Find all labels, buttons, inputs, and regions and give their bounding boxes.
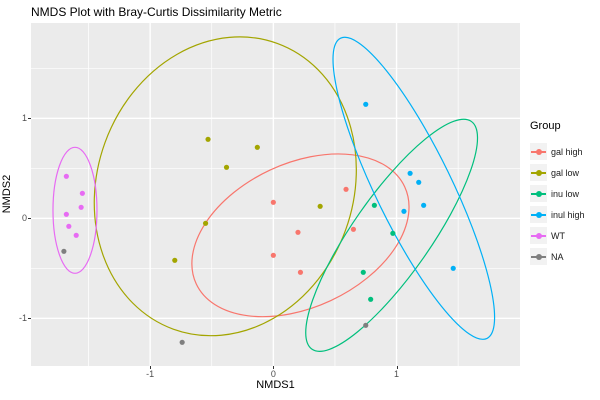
data-point-gal-low [202, 220, 209, 226]
x-tick-label: 0 [270, 369, 276, 379]
data-point-gal-low [254, 144, 260, 150]
x-tick-mark [396, 366, 398, 369]
legend-entry: inu low [526, 183, 600, 204]
data-point-WT [63, 173, 69, 179]
plot-panel [31, 23, 520, 366]
legend-key-dot [535, 148, 542, 155]
legend: Group gal high gal low inu low inul high WT N… [526, 120, 600, 267]
data-point-inu-low [390, 230, 396, 236]
plot-canvas [31, 23, 520, 366]
data-point-gal-high [350, 226, 357, 232]
legend-label: WT [551, 230, 565, 241]
y-tick-mark [28, 218, 31, 220]
legend-key-dot [535, 190, 542, 197]
data-point-gal-high [343, 186, 349, 192]
confidence-ellipse-gal-high [191, 153, 410, 318]
data-point-WT [73, 232, 79, 238]
panel-background [31, 23, 520, 366]
legend-label: NA [551, 251, 564, 262]
data-point-gal-low [223, 164, 230, 170]
legend-entry: gal high [526, 141, 600, 162]
x-tick-label: -1 [146, 369, 155, 379]
legend-entries: gal high gal low inu low inul high WT NA [526, 141, 600, 267]
legend-label: gal low [551, 167, 580, 178]
legend-label: gal high [551, 146, 583, 157]
confidence-ellipse-inul-high [332, 36, 496, 340]
confidence-ellipse-inu-low [305, 118, 479, 352]
legend-key [530, 143, 547, 160]
legend-entry: WT [526, 225, 600, 246]
data-point-NA [179, 339, 185, 345]
data-point-inul-high [363, 101, 369, 107]
legend-key-dot [535, 211, 542, 218]
data-point-gal-low [205, 136, 211, 142]
data-point-WT [78, 204, 84, 210]
data-point-inul-high [450, 265, 456, 271]
legend-key-dot [535, 253, 542, 260]
data-point-WT [63, 211, 69, 217]
confidence-ellipse-gal-low [93, 36, 357, 337]
legend-key [530, 248, 547, 265]
x-tick-mark [150, 366, 152, 369]
data-point-gal-high [270, 252, 276, 258]
data-point-inul-high [401, 208, 407, 214]
data-point-inu-low [371, 202, 377, 208]
data-point-NA [363, 322, 369, 328]
y-tick-label: 0 [21, 213, 27, 224]
data-point-gal-low [317, 203, 323, 209]
data-point-inul-high [407, 170, 413, 176]
legend-title: Group [530, 120, 561, 132]
x-tick-mark [273, 366, 275, 369]
x-tick-label: 1 [394, 369, 400, 379]
legend-entry: inul high [526, 204, 600, 225]
data-point-gal-high [295, 229, 301, 235]
y-tick-mark [28, 118, 31, 120]
legend-key [530, 227, 547, 244]
data-point-inul-high [421, 202, 427, 208]
chart-title: NMDS Plot with Bray-Curtis Dissimilarity… [31, 5, 282, 19]
legend-label: inu low [551, 188, 580, 199]
data-point-gal-high [297, 269, 304, 275]
y-tick-label: 1 [21, 113, 27, 124]
y-tick-label: -1 [18, 313, 27, 324]
data-point-gal-low [172, 257, 178, 263]
y-axis-title: NMDS2 [1, 174, 13, 214]
data-point-NA [61, 248, 67, 254]
data-point-inul-high [416, 179, 422, 185]
legend-key [530, 206, 547, 223]
data-point-inu-low [360, 269, 366, 275]
y-tick-mark [28, 318, 31, 320]
legend-key [530, 185, 547, 202]
legend-key-dot [535, 169, 542, 176]
data-point-gal-high [270, 199, 276, 205]
x-axis-title: NMDS1 [256, 379, 295, 391]
legend-key [530, 164, 547, 181]
legend-key-dot [535, 232, 542, 239]
legend-entry: gal low [526, 162, 600, 183]
legend-label: inul high [551, 209, 585, 220]
legend-entry: NA [526, 246, 600, 267]
data-point-WT [66, 223, 72, 229]
confidence-ellipse-WT [52, 146, 98, 274]
data-point-inu-low [368, 296, 374, 302]
data-point-WT [79, 190, 85, 196]
